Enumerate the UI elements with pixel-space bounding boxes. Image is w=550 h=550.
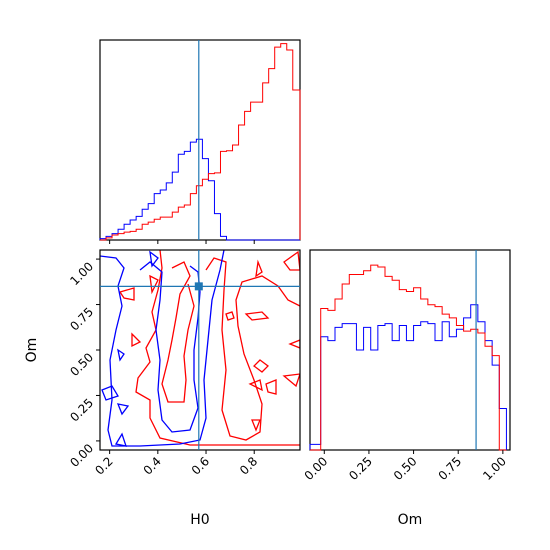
om-y-tick-label-3: 0.75 [67,305,96,334]
red-histogram-Om [310,264,507,451]
red-island-13 [118,287,135,301]
contour-frame [99,249,301,451]
red-island-5 [283,250,300,271]
red-island-10 [149,274,159,295]
blue-histogram-Om [309,304,507,450]
om-x-tick-label-0: 0.00 [302,454,331,483]
blue-island-2 [117,348,125,362]
truth-marker [194,282,203,291]
red-island-4 [255,259,263,278]
om-axis-label-bottom: Om [398,512,423,528]
h0-om-contour-panel [99,249,301,451]
blue-histogram-H0 [99,138,300,241]
om-x-tick-label-3: 0.75 [436,454,465,483]
om-x-tick-label-1: 0.25 [346,454,375,483]
blue-island-5 [114,432,127,447]
red-island-6 [248,379,263,392]
blue-island-3 [116,403,130,416]
om-y-tick-label-1: 0.25 [67,396,96,425]
red-island-8 [288,339,300,349]
red-island-7 [265,379,277,395]
om-y-tick-label-0: 0.00 [67,441,96,470]
h0-histogram-frame [99,39,301,241]
red-histogram-H0 [100,43,301,241]
om-y-tick-label-4: 1.00 [67,259,96,288]
red-island-9 [282,373,300,388]
h0-x-tick-label-0: 0.2 [92,454,115,477]
om-y-tick-label-2: 0.50 [67,350,96,379]
om-histogram-panel [309,249,511,451]
red-island-11 [131,332,142,348]
om-histogram-frame [309,249,511,451]
blue-island-1 [101,385,119,401]
red-outer-contour [135,250,300,446]
h0-x-tick-label-1: 0.4 [141,454,164,477]
h0-x-tick-label-3: 0.8 [237,454,260,477]
om-x-tick-label-4: 1.00 [480,454,509,483]
red-inner-contour [161,261,195,403]
h0-axis-label: H0 [190,512,209,528]
om-axis-label-left: Om [24,338,40,363]
om-x-tick-label-2: 0.50 [391,454,420,483]
contour-lines-group [100,250,300,447]
red-island-2 [244,311,270,321]
h0-x-tick-label-2: 0.6 [189,454,212,477]
red-island-12 [251,419,261,432]
blue-island-4 [149,250,159,268]
red-wide-contour [205,257,300,441]
h0-histogram-panel [99,39,301,244]
red-island-1 [253,359,269,373]
red-island-3 [225,311,235,321]
